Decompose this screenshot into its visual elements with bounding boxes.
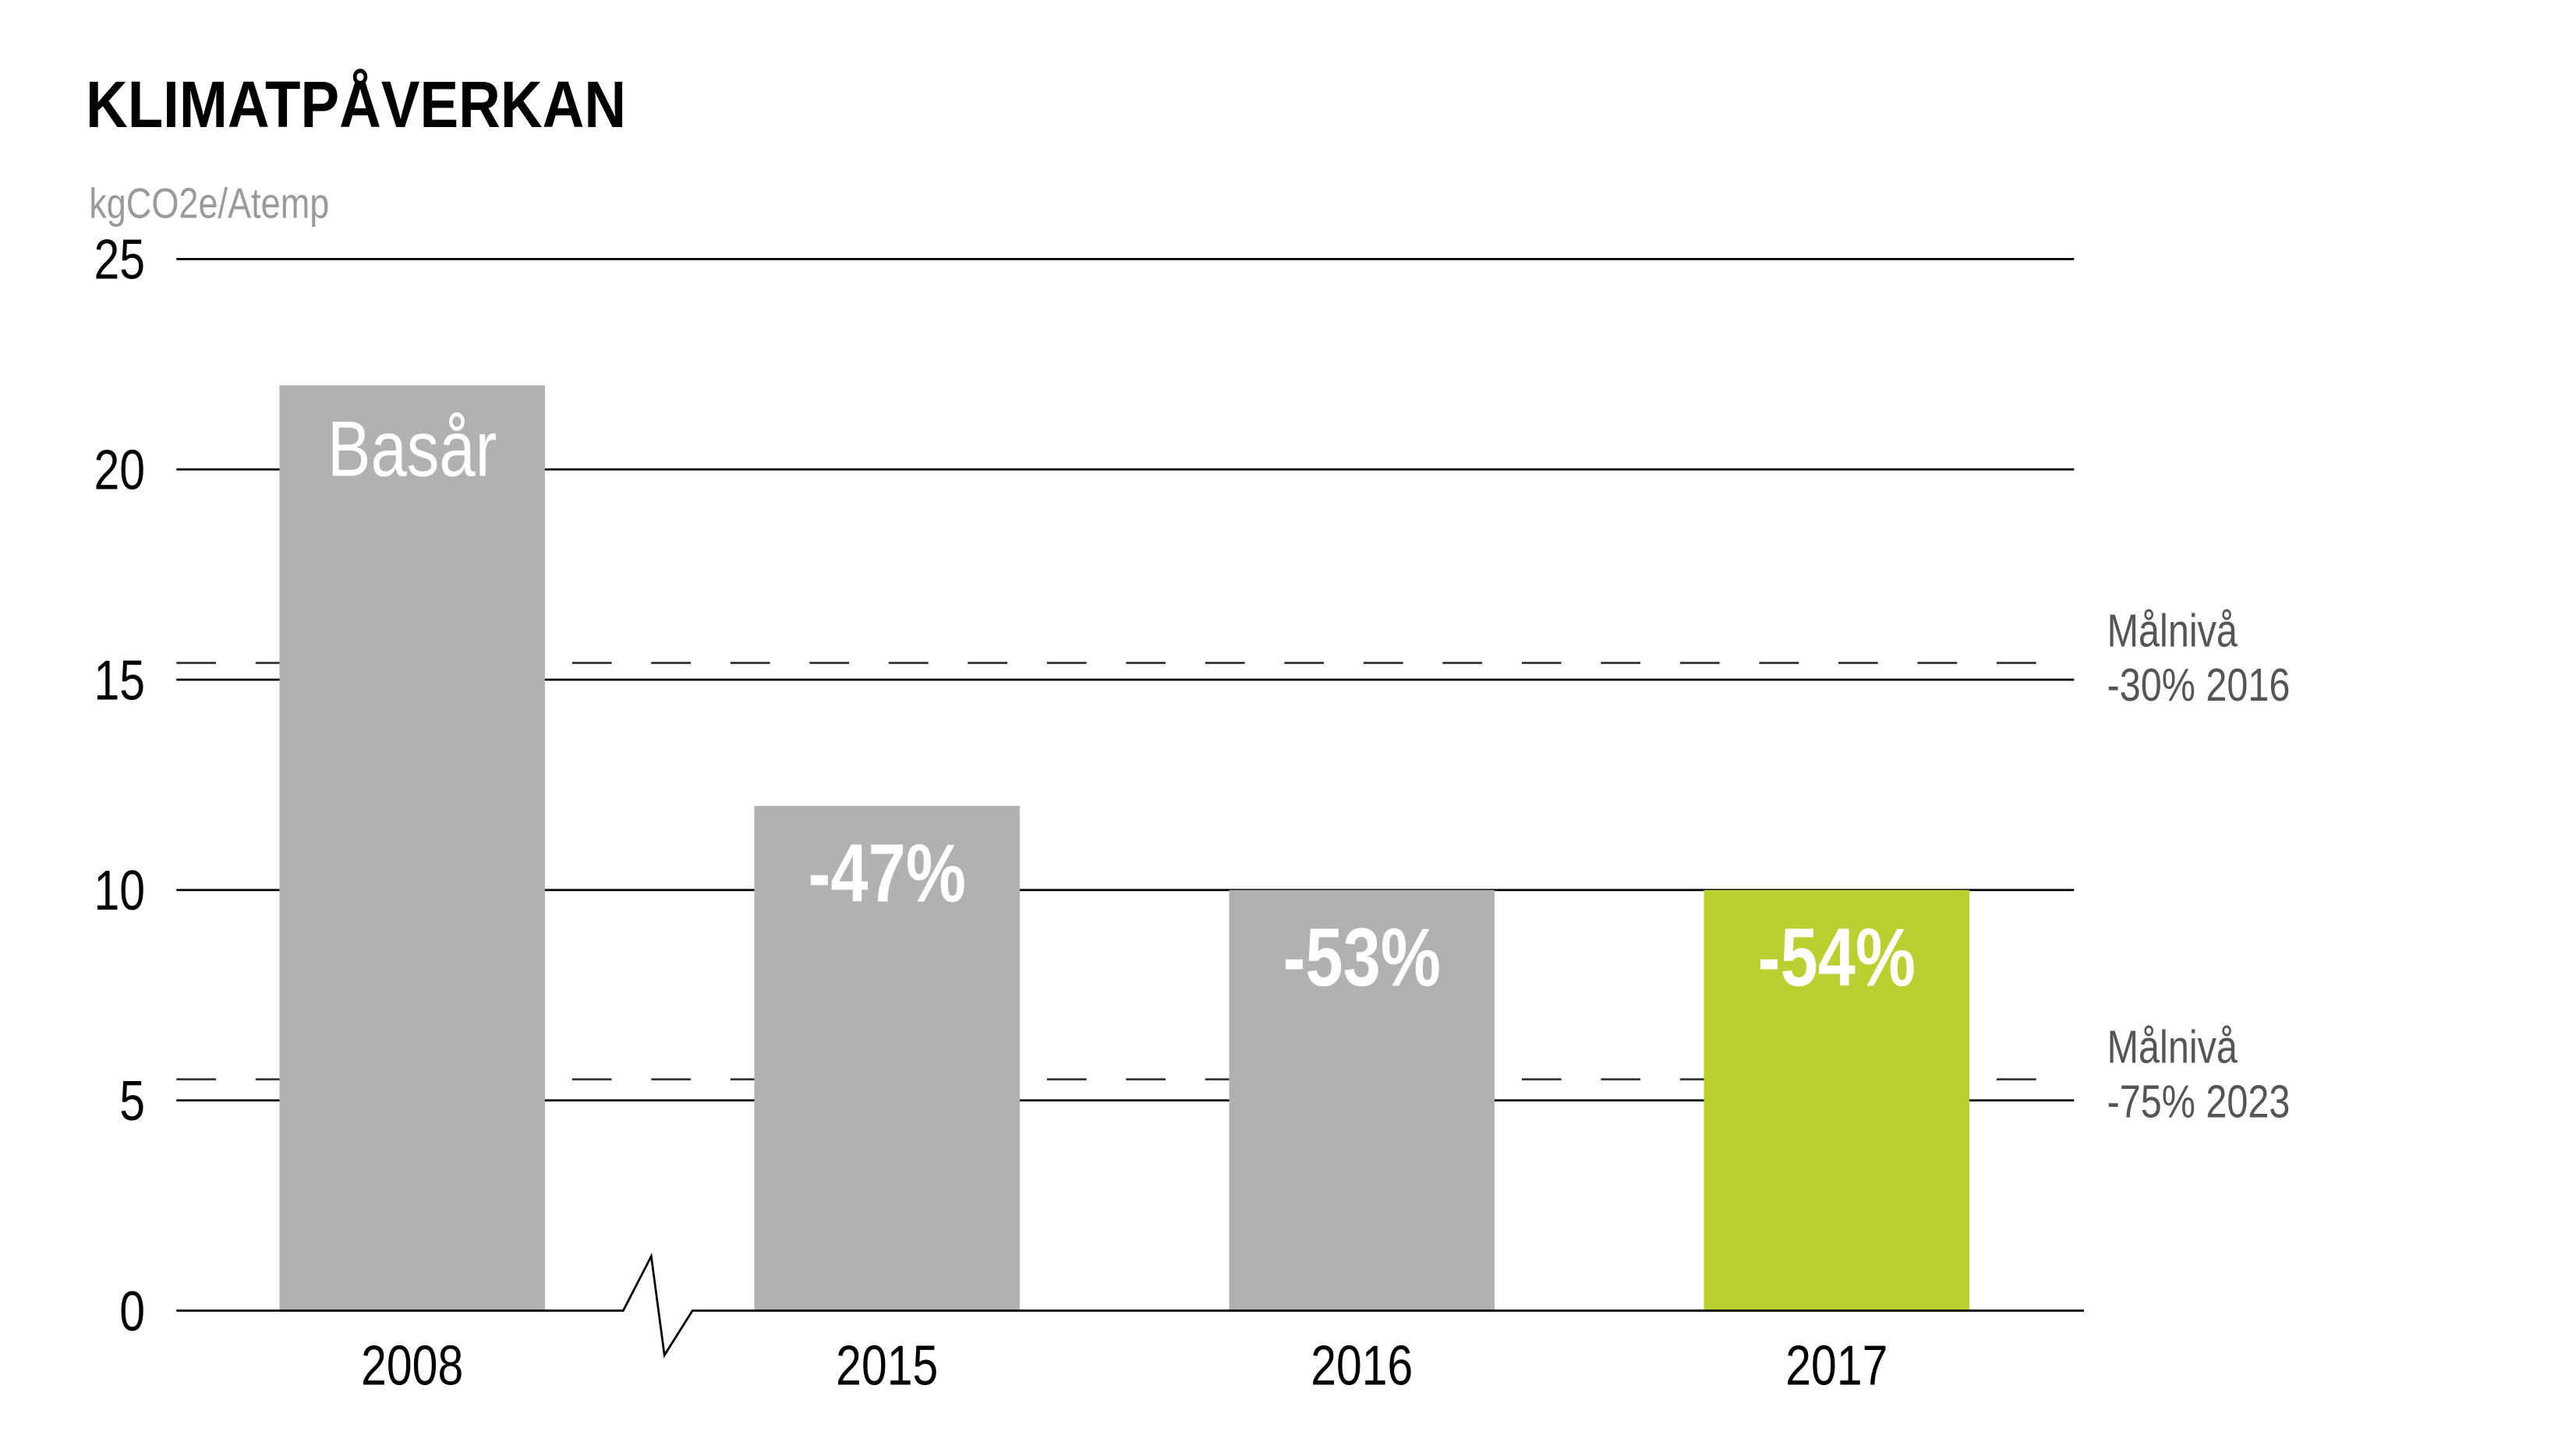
y-tick-label: 20 (94, 438, 146, 501)
y-tick-label: 15 (94, 648, 146, 712)
bar-2008 (279, 385, 545, 1311)
bar-label: -47% (808, 827, 966, 919)
y-tick-label: 25 (94, 228, 146, 291)
bar-label: Basår (327, 405, 497, 493)
bar-2015 (754, 805, 1020, 1311)
target-label: Målnivå (2107, 606, 2238, 657)
y-tick-label: 5 (119, 1069, 145, 1132)
target-label: -30% 2016 (2107, 660, 2291, 712)
y-tick-label: 0 (119, 1279, 145, 1342)
y-axis-label: kgCO2e/Atemp (89, 178, 329, 227)
x-tick-label: 2017 (1785, 1334, 1887, 1397)
target-label: Målnivå (2107, 1022, 2238, 1073)
x-axis-with-break (176, 1253, 2085, 1359)
target-label: -75% 2023 (2107, 1076, 2291, 1128)
bar-label: -54% (1758, 911, 1916, 1003)
bar-label: -53% (1283, 911, 1441, 1003)
bar-2017 (1703, 889, 1970, 1311)
x-tick-label: 2008 (361, 1334, 463, 1397)
chart-title: KLIMATPÅVERKAN (86, 68, 626, 141)
y-tick-label: 10 (94, 859, 146, 922)
x-tick-label: 2016 (1311, 1334, 1413, 1397)
bar-2016 (1229, 889, 1495, 1311)
x-tick-label: 2015 (836, 1334, 938, 1397)
